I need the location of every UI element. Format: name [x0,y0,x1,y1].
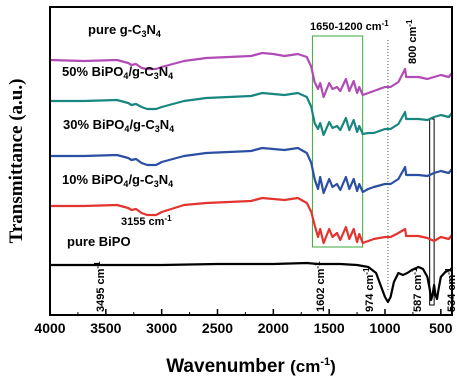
highlight-box-bipo4-bands [429,118,435,306]
x-tick-label-7: 500 [429,320,453,336]
series-label-3: 10% BiPO4​/g-C3​N4​ [62,172,173,189]
series-line-1 [50,91,453,137]
x-tick-label-3: 2500 [202,320,233,336]
series-line-2 [50,146,453,195]
annotation-label-0: 1650-1200 cm-1 [310,19,389,33]
annotation-label-5: 974 cm-1 [362,267,376,312]
x-tick-label-5: 1500 [314,320,345,336]
x-tick-label-6: 1000 [369,320,400,336]
series-line-4 [50,261,453,304]
series-label-2: 30% BiPO4​/g-C3​N4​ [63,117,174,134]
highlight-box-1650-1200 [311,35,364,248]
annotation-label-6: 587 cm-1 [410,267,424,312]
x-axis-label: Wavenumber (cm-1) [166,356,336,377]
x-tick-label-4: 2000 [258,320,289,336]
series-label-1: 50% BiPO4​/g-C3​N4​ [62,64,173,81]
annotation-label-2: 3155 cm-1 [121,214,172,228]
annotation-label-7: 534 cm-1 [444,267,457,312]
series-label-4: pure BiPO [67,234,131,249]
y-axis-label: Transmittance (a.u.) [6,79,27,244]
series-label-0: pure g-C3​N4​ [88,22,161,39]
annotation-label-4: 1602 cm-1 [313,261,327,312]
series-line-3 [50,196,453,245]
series-line-0 [49,51,453,99]
x-tick-label-0: 4000 [34,320,65,336]
x-tick-label-1: 3500 [90,320,121,336]
x-tick-label-2: 3000 [146,320,177,336]
annotation-label-1: 800 cm-1 [405,19,419,64]
plot-frame [49,6,453,316]
annotation-label-3: 3495 cm-1 [93,261,107,312]
